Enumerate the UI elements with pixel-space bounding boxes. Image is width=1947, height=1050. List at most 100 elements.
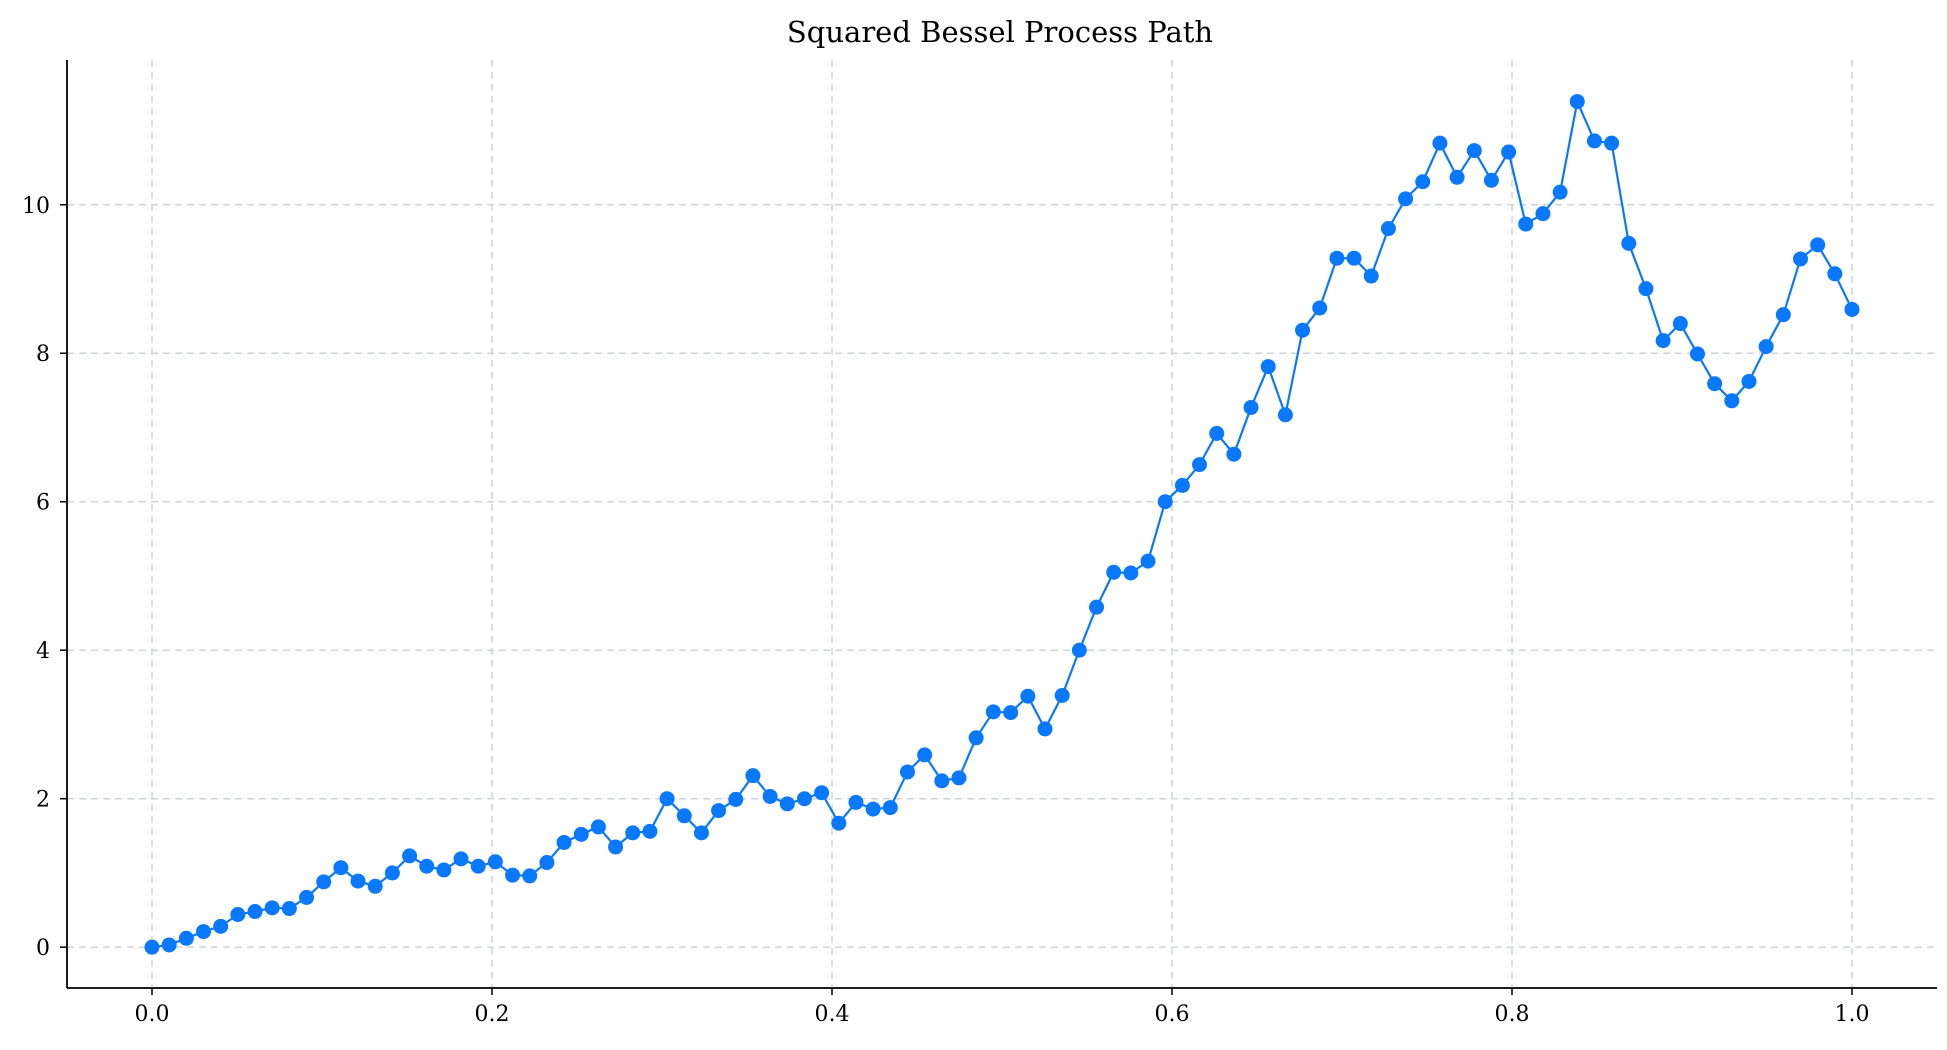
x-tick-label: 0.8: [1495, 1002, 1530, 1027]
data-point: [144, 939, 160, 955]
data-point: [1037, 721, 1053, 737]
data-point: [676, 808, 692, 824]
data-point: [281, 901, 297, 917]
data-point: [1312, 300, 1328, 316]
series-line: [151, 100, 1853, 949]
data-point: [1260, 359, 1276, 375]
data-point: [1604, 135, 1620, 151]
data-point: [367, 878, 383, 894]
x-tick-label: 0.6: [1155, 1002, 1190, 1027]
data-point: [1483, 172, 1499, 188]
data-point: [1140, 553, 1156, 569]
data-point: [762, 788, 778, 804]
data-point: [1174, 477, 1190, 493]
data-point: [1226, 446, 1242, 462]
data-point: [1209, 425, 1225, 441]
chart-title: Squared Bessel Process Path: [787, 15, 1213, 49]
data-point: [917, 747, 933, 763]
data-point: [247, 904, 263, 920]
data-point: [608, 839, 624, 855]
data-point: [539, 855, 555, 871]
x-tick-label: 1.0: [1835, 1002, 1870, 1027]
data-point: [1415, 174, 1431, 190]
y-tick-label: 2: [36, 788, 50, 813]
y-tick-label: 10: [22, 194, 50, 219]
data-point: [1020, 688, 1036, 704]
data-point: [522, 868, 538, 884]
data-point: [1689, 346, 1705, 362]
data-point: [968, 730, 984, 746]
data-point: [419, 858, 435, 874]
data-point: [402, 848, 418, 864]
data-point: [213, 918, 229, 934]
data-point: [1552, 184, 1568, 200]
data-point: [1277, 407, 1293, 423]
data-point: [487, 854, 503, 870]
data-point: [745, 768, 761, 784]
data-point: [951, 770, 967, 786]
data-point: [934, 773, 950, 789]
data-point: [350, 873, 366, 889]
data-point: [1106, 564, 1122, 580]
data-point: [693, 825, 709, 841]
data-point: [1329, 250, 1345, 266]
grid-lines: [67, 60, 1937, 988]
x-tick-label: 0.2: [475, 1002, 510, 1027]
data-series: [144, 94, 1860, 955]
data-point: [1054, 687, 1070, 703]
data-point: [1621, 235, 1637, 251]
data-point: [848, 794, 864, 810]
x-tick-label: 0.0: [135, 1002, 170, 1027]
data-point: [711, 803, 727, 819]
data-point: [728, 791, 744, 807]
data-point: [384, 865, 400, 881]
y-tick-label: 4: [36, 639, 50, 664]
data-point: [1192, 457, 1208, 473]
data-point: [161, 937, 177, 953]
x-tick-label: 0.4: [815, 1002, 850, 1027]
data-point: [1741, 373, 1757, 389]
data-point: [1655, 333, 1671, 349]
data-point: [1346, 250, 1362, 266]
data-point: [470, 858, 486, 874]
data-point: [814, 785, 830, 801]
data-point: [1569, 94, 1585, 110]
data-point: [899, 764, 915, 780]
data-point: [865, 801, 881, 817]
data-point: [1535, 206, 1551, 222]
data-point: [1707, 376, 1723, 392]
data-point: [1586, 133, 1602, 149]
data-point: [196, 924, 212, 940]
data-point: [556, 834, 572, 850]
data-point: [779, 796, 795, 812]
data-point: [299, 889, 315, 905]
data-point: [590, 819, 606, 835]
data-point: [1157, 494, 1173, 510]
data-point: [1089, 599, 1105, 615]
data-point: [1758, 339, 1774, 355]
data-point: [1295, 322, 1311, 338]
data-point: [1724, 393, 1740, 409]
data-point: [1775, 307, 1791, 323]
data-point: [1501, 144, 1517, 160]
axes: [60, 60, 1937, 995]
data-point: [333, 860, 349, 876]
data-point: [1003, 705, 1019, 721]
data-point: [659, 791, 675, 807]
data-point: [1844, 301, 1860, 317]
data-point: [882, 800, 898, 816]
data-point: [625, 825, 641, 841]
data-point: [1243, 399, 1259, 415]
data-point: [453, 851, 469, 867]
data-point: [1672, 316, 1688, 332]
data-point: [1432, 135, 1448, 151]
data-point: [796, 791, 812, 807]
data-point: [1638, 281, 1654, 297]
data-point: [1363, 268, 1379, 284]
data-point: [1827, 266, 1843, 282]
data-point: [178, 930, 194, 946]
data-point: [1518, 216, 1534, 232]
data-point: [831, 815, 847, 831]
y-tick-label: 8: [36, 342, 50, 367]
